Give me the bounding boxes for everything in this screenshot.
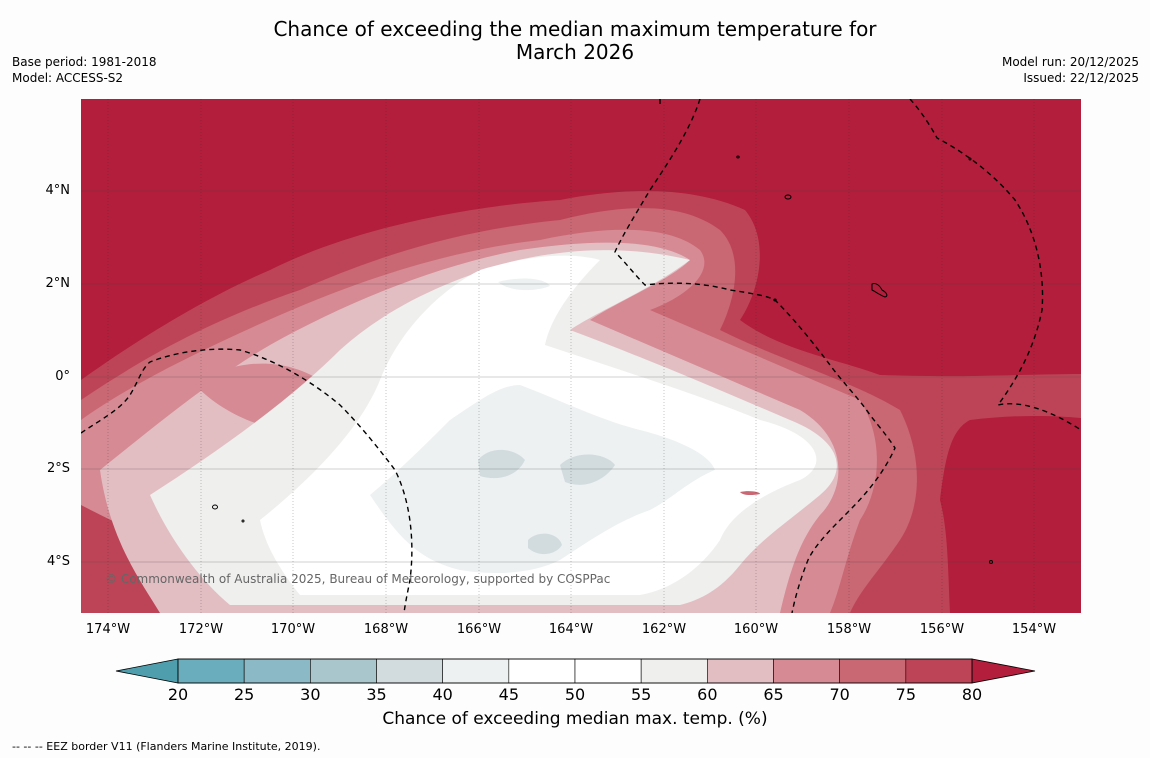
lat-label-2n: 2°N (45, 276, 71, 291)
colorbar (115, 658, 1036, 684)
lat-label-4s: 4°S (46, 554, 70, 569)
lon-label-170w: 170°W (270, 622, 316, 637)
inner-80-right (940, 415, 1081, 613)
colorbar-segment (905, 658, 973, 684)
issued-date: Issued: 22/12/2025 (1023, 71, 1139, 85)
colorbar-segment (574, 658, 642, 684)
colorbar-segments (177, 658, 973, 684)
band-40-c (528, 533, 562, 555)
colorbar-tick-label: 45 (498, 685, 519, 704)
band-40-a (478, 449, 525, 479)
meta-right: Model run: 20/12/2025 Issued: 22/12/2025 (1002, 54, 1139, 86)
colorbar-segment (773, 658, 840, 684)
colorbar-tick-label: 35 (366, 685, 387, 704)
chart-title: Chance of exceeding the median maximum t… (0, 18, 1150, 64)
colorbar-tick-label: 50 (564, 685, 586, 704)
colorbar-tick-label: 70 (829, 685, 850, 704)
colorbar-tick-label: 55 (630, 685, 652, 704)
colorbar-segment (177, 658, 245, 684)
islands (212, 155, 993, 564)
lat-lines (81, 190, 1081, 563)
band-45-north (498, 278, 550, 291)
colorbar-segment (243, 658, 311, 684)
lon-label-154w: 154°W (1011, 622, 1057, 637)
colorbar-segment (508, 658, 576, 684)
lon-label-156w: 156°W (919, 622, 965, 637)
band-45 (370, 385, 715, 573)
colorbar-segment (640, 658, 708, 684)
colorbar-tick-label: 65 (763, 685, 784, 704)
model-run: Model run: 20/12/2025 (1001, 55, 1139, 69)
colorbar-label: Chance of exceeding median max. temp. (%… (382, 709, 768, 729)
colorbar-tick-label: 60 (697, 685, 718, 704)
band-40-b (560, 454, 615, 485)
colorbar-segment (376, 658, 443, 684)
colorbar-tick-label: 80 (961, 685, 983, 704)
lon-label-168w: 168°W (363, 622, 409, 637)
model-name: Model: ACCESS-S2 (12, 71, 124, 85)
colorbar-segment (839, 658, 907, 684)
colorbar-frame (177, 658, 973, 684)
title-line-2: March 2026 (515, 40, 635, 64)
lon-label-174w: 174°W (85, 622, 131, 637)
colorbar-tick-label: 30 (300, 685, 321, 704)
lat-label-0: 0° (55, 369, 70, 384)
map-field (81, 99, 1081, 613)
copyright-credit: © Commonwealth of Australia 2025, Bureau… (105, 572, 611, 586)
colorbar-segment (707, 658, 774, 684)
colorbar-segment (442, 658, 510, 684)
eez-legend-footer: -- -- -- EEZ border V11 (Flanders Marine… (12, 740, 321, 753)
lon-label-172w: 172°W (178, 622, 224, 637)
lat-label-4n: 4°N (45, 183, 71, 198)
colorbar-under-triangle (115, 658, 179, 684)
base-period: Base period: 1981-2018 (12, 55, 157, 69)
lon-label-164w: 164°W (548, 622, 594, 637)
colorbar-over-triangle (971, 658, 1036, 684)
lat-label-2s: 2°S (46, 461, 70, 476)
colorbar-tick-label: 25 (233, 685, 255, 704)
colorbar-segment (310, 658, 377, 684)
title-line-1: Chance of exceeding the median maximum t… (273, 17, 877, 41)
lon-label-158w: 158°W (826, 622, 872, 637)
lon-label-160w: 160°W (733, 622, 779, 637)
colorbar-tick-label: 20 (167, 685, 189, 704)
inner-70-east (740, 491, 760, 496)
colorbar-tick-label: 40 (432, 685, 453, 704)
eez-borders (81, 99, 1081, 613)
lon-label-162w: 162°W (641, 622, 687, 637)
colorbar-tick-label: 75 (895, 685, 916, 704)
meta-left: Base period: 1981-2018 Model: ACCESS-S2 (12, 54, 157, 86)
lon-label-166w: 166°W (456, 622, 502, 637)
